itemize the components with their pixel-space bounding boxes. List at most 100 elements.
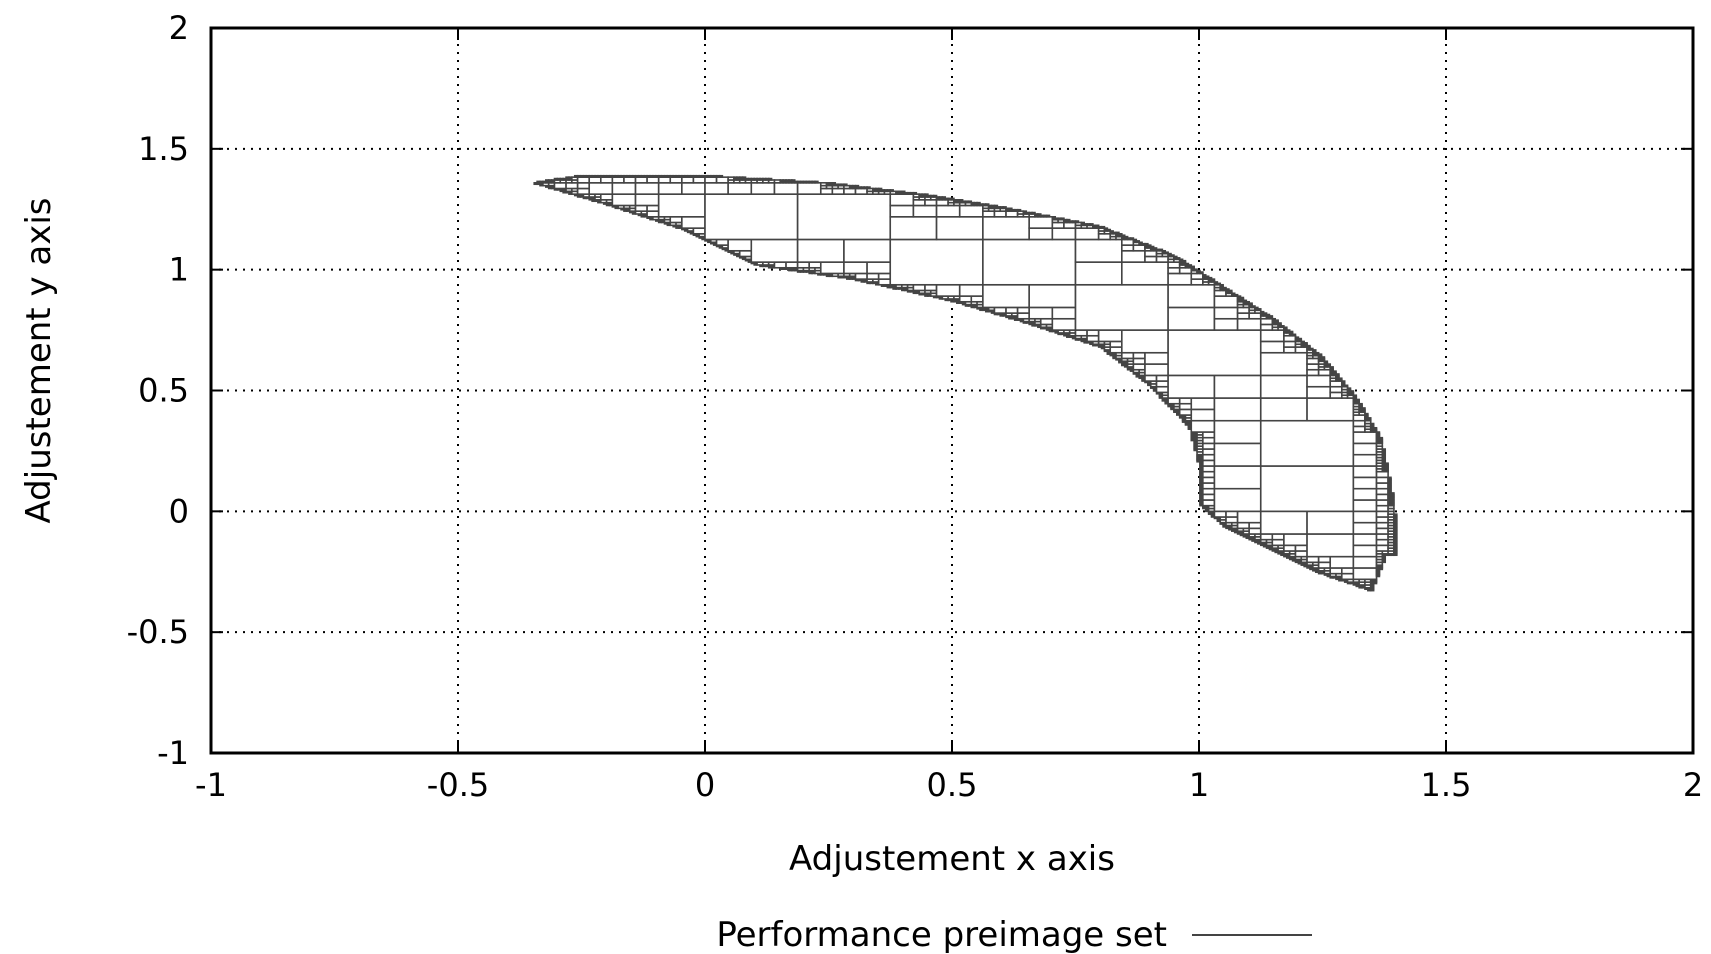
subpaving-box — [1121, 329, 1169, 354]
subpaving-box — [1202, 465, 1216, 473]
subpaving-box — [738, 249, 753, 258]
subpaving-box — [1115, 231, 1120, 235]
subpaving-box — [796, 238, 845, 263]
subpaving-box — [1259, 510, 1308, 535]
subpaving-box — [1306, 374, 1332, 388]
subpaving-box — [1340, 567, 1355, 575]
subpaving-box — [993, 210, 1007, 218]
subpaving-box — [1028, 283, 1077, 309]
subpaving-box — [1144, 363, 1169, 377]
subpaving-box — [950, 197, 955, 201]
subpaving-box — [1259, 329, 1285, 343]
subpaving-box — [982, 216, 1030, 241]
x-axis-title: Adjustement x axis — [789, 839, 1115, 879]
subpaving-box — [599, 176, 614, 184]
subpaving-box — [1202, 448, 1216, 456]
y-tick-label: 0.5 — [138, 372, 189, 410]
subpaving-box — [1051, 221, 1065, 229]
subpaving-box — [1121, 351, 1135, 360]
subpaving-box — [1317, 368, 1332, 377]
subpaving-box — [1149, 245, 1155, 249]
subpaving-box — [1190, 265, 1195, 269]
subpaving-box — [1283, 544, 1297, 552]
subpaving-box — [1236, 510, 1262, 524]
subpaving-box — [1144, 249, 1158, 258]
subpaving-box — [1022, 210, 1028, 214]
subpaving-box — [657, 182, 683, 195]
subpaving-box — [1225, 288, 1230, 292]
subpaving-box — [1259, 397, 1308, 422]
subpaving-box — [1158, 248, 1164, 252]
subpaving-box — [767, 177, 773, 181]
subpaving-box — [1375, 476, 1389, 484]
y-tick-label: 1.5 — [138, 130, 189, 168]
subpaving-box — [1236, 306, 1250, 314]
subpaving-box — [1202, 453, 1216, 462]
subpaving-box — [1155, 255, 1169, 263]
subpaving-box — [1375, 510, 1389, 518]
y-tick-label: -1 — [157, 734, 189, 772]
subpaving-box — [692, 176, 706, 184]
subpaving-box — [1352, 487, 1378, 501]
subpaving-box — [1155, 385, 1169, 394]
subpaving-box — [1259, 310, 1265, 314]
subpaving-box — [1109, 340, 1123, 348]
subpaving-box — [1352, 394, 1358, 398]
subpaving-box — [791, 179, 796, 183]
subpaving-box — [634, 176, 648, 184]
subpaving-box — [1248, 302, 1253, 306]
subpaving-box — [924, 283, 938, 292]
subpaving-box — [611, 182, 637, 195]
subpaving-box — [1225, 510, 1239, 518]
subpaving-box — [692, 227, 706, 235]
subpaving-box — [704, 193, 799, 241]
subpaving-box — [1306, 510, 1355, 535]
subpaving-box — [854, 272, 868, 280]
subpaving-box — [976, 201, 981, 205]
subpaving-box — [1155, 374, 1169, 382]
subpaving-box — [1259, 323, 1274, 331]
subpaving-box — [1259, 317, 1274, 326]
subpaving-box — [1074, 261, 1123, 286]
subpaving-box — [877, 278, 892, 286]
subpaving-box — [1248, 521, 1262, 530]
subpaving-box — [808, 261, 822, 269]
subpaving-box — [1236, 317, 1262, 331]
subpaving-box — [1190, 408, 1216, 422]
subpaving-box — [1167, 329, 1262, 377]
subpaving-box — [1346, 387, 1352, 391]
subpaving-box — [1051, 216, 1057, 220]
subpaving-box — [982, 238, 1077, 286]
subpaving-box — [1375, 493, 1389, 501]
subpaving-box — [1213, 374, 1262, 399]
subpaving-box — [984, 203, 990, 207]
subpaving-box — [1375, 533, 1389, 541]
subpaving-box — [704, 182, 729, 195]
subpaving-box — [831, 187, 845, 195]
subpaving-box — [1375, 538, 1389, 547]
subpaving-box — [993, 306, 1007, 314]
subpaving-box — [1213, 397, 1262, 422]
subpaving-box — [1202, 499, 1216, 507]
subpaving-box — [1167, 397, 1181, 405]
subpaving-box — [1178, 397, 1193, 405]
subpaving-box — [1294, 336, 1300, 340]
subpaving-box — [1213, 419, 1262, 445]
subpaving-box — [1005, 210, 1019, 218]
subpaving-box — [1202, 431, 1216, 439]
subpaving-box — [1086, 329, 1100, 337]
subpaving-box — [1213, 295, 1239, 309]
subpaving-box — [681, 176, 695, 184]
subpaving-box — [1074, 227, 1100, 241]
subpaving-box — [634, 204, 648, 212]
x-tick-label: 0 — [695, 766, 715, 804]
subpaving-box — [843, 238, 892, 263]
subpaving-box — [657, 193, 706, 218]
subpaving-box — [1236, 312, 1250, 320]
subpaving-box — [1121, 249, 1146, 263]
subpaving-box — [1202, 482, 1216, 490]
subpaving-box — [1063, 221, 1077, 229]
subpaving-box — [958, 199, 964, 203]
subpaving-box — [819, 182, 828, 187]
subpaving-box — [1167, 266, 1181, 275]
